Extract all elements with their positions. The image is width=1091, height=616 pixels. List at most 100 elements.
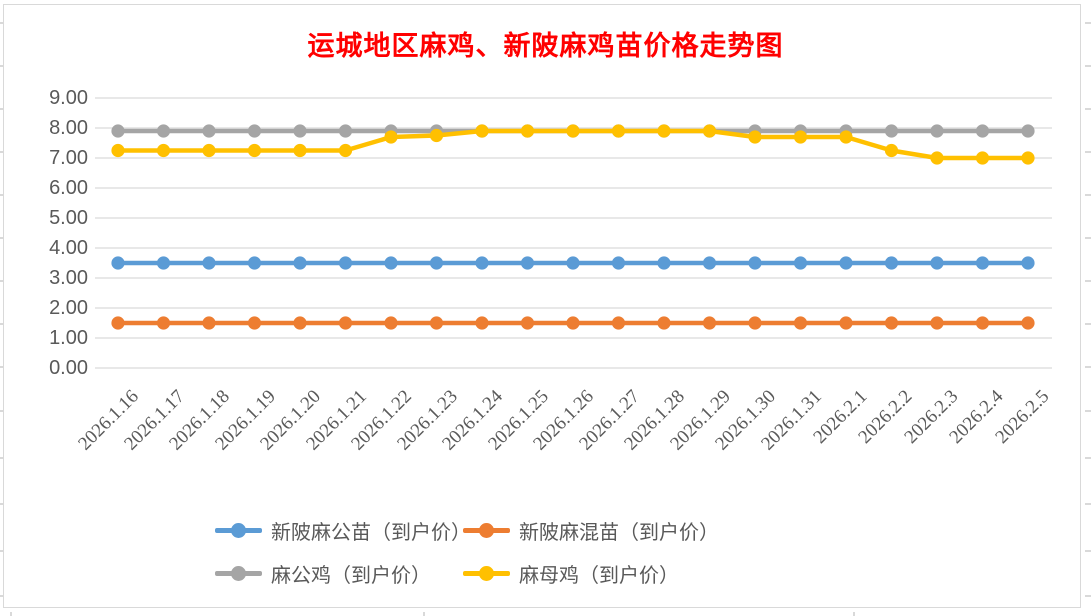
- legend-item-4[interactable]: 麻母鸡（到户价）: [463, 560, 679, 587]
- data-point-marker: [657, 256, 671, 270]
- sheet-row-line: [0, 550, 3, 552]
- sheet-row-line: [1085, 457, 1091, 459]
- y-axis-tick-label: 7.00: [49, 147, 88, 169]
- sheet-row-line: [0, 457, 3, 459]
- data-point-marker: [156, 124, 171, 138]
- data-point-marker: [1021, 124, 1035, 138]
- legend-label: 新陂麻混苗（到户价）: [519, 521, 719, 544]
- data-point-marker: [520, 316, 535, 330]
- data-point-marker: [247, 143, 262, 158]
- data-point-marker: [611, 256, 626, 270]
- y-axis-tick-label: 9.00: [49, 87, 88, 109]
- data-point-marker: [293, 143, 307, 158]
- data-point-marker: [475, 124, 489, 138]
- data-point-marker: [930, 316, 944, 330]
- sheet-column-line: [853, 611, 855, 616]
- chart-title: 运城地区麻鸡、新陂麻鸡苗价格走势图: [307, 31, 784, 61]
- sheet-row-line: [0, 595, 3, 597]
- data-point-marker: [1021, 316, 1035, 330]
- data-point-marker: [111, 256, 125, 270]
- data-point-marker: [793, 130, 808, 144]
- data-point-marker: [475, 316, 489, 330]
- data-point-marker: [156, 316, 171, 330]
- data-point-marker: [247, 256, 262, 270]
- data-point-marker: [156, 256, 171, 270]
- sheet-row-line: [0, 280, 3, 282]
- data-point-marker: [247, 316, 262, 330]
- data-point-marker: [384, 256, 398, 270]
- data-point-marker: [156, 143, 171, 158]
- sheet-column-line: [423, 611, 425, 616]
- y-axis-tick-label: 0.00: [49, 357, 88, 379]
- data-point-marker: [429, 128, 444, 143]
- data-point-marker: [884, 256, 899, 270]
- data-point-marker: [839, 316, 853, 330]
- data-point-marker: [930, 151, 944, 165]
- data-point-marker: [566, 124, 580, 138]
- y-axis-tick-label: 8.00: [49, 117, 88, 139]
- data-point-marker: [566, 256, 580, 270]
- legend-line-marker-icon: [215, 565, 262, 581]
- data-point-marker: [111, 124, 125, 138]
- data-point-marker: [111, 143, 125, 158]
- y-axis-tick-label: 5.00: [49, 207, 88, 229]
- sheet-row-line: [1085, 323, 1091, 325]
- legend-item-1[interactable]: 新陂麻公苗（到户价）: [215, 517, 471, 544]
- legend-item-2[interactable]: 新陂麻混苗（到户价）: [463, 517, 719, 544]
- data-point-marker: [247, 124, 262, 138]
- data-point-marker: [202, 124, 216, 138]
- data-point-marker: [1021, 151, 1035, 165]
- sheet-row-line: [1085, 65, 1091, 67]
- data-point-marker: [111, 316, 125, 330]
- data-point-marker: [702, 316, 717, 330]
- sheet-row-line: [1085, 151, 1091, 153]
- data-point-marker: [884, 143, 899, 158]
- y-axis-tick-label: 1.00: [49, 327, 88, 349]
- sheet-column-line: [10, 611, 12, 616]
- sheet-row-line: [1085, 410, 1091, 412]
- data-point-marker: [657, 124, 671, 138]
- data-point-marker: [975, 316, 990, 330]
- sheet-row-line: [1085, 237, 1091, 239]
- sheet-row-line: [0, 65, 3, 67]
- data-point-marker: [702, 124, 717, 138]
- data-point-marker: [293, 256, 307, 270]
- data-point-marker: [429, 256, 444, 270]
- data-point-marker: [293, 316, 307, 330]
- sheet-row-line: [1085, 550, 1091, 552]
- data-point-marker: [975, 124, 990, 138]
- data-point-marker: [202, 143, 216, 158]
- sheet-row-line: [0, 108, 3, 110]
- data-point-marker: [611, 316, 626, 330]
- sheet-row-line: [1085, 22, 1091, 24]
- sheet-row-line: [0, 151, 3, 153]
- data-point-marker: [429, 316, 444, 330]
- data-point-marker: [884, 124, 899, 138]
- sheet-row-line: [1085, 503, 1091, 505]
- data-point-marker: [975, 256, 990, 270]
- sheet-row-line: [1085, 595, 1091, 597]
- data-point-marker: [611, 124, 626, 138]
- data-point-marker: [748, 316, 762, 330]
- data-point-marker: [338, 256, 353, 270]
- data-point-marker: [839, 130, 853, 144]
- data-point-marker: [975, 151, 990, 165]
- legend-line-marker-icon: [463, 565, 510, 581]
- data-point-marker: [293, 124, 307, 138]
- sheet-row-line: [0, 503, 3, 505]
- data-point-marker: [748, 256, 762, 270]
- data-point-marker: [748, 130, 762, 144]
- data-point-marker: [884, 316, 899, 330]
- data-point-marker: [384, 316, 398, 330]
- sheet-row-line: [1085, 366, 1091, 368]
- sheet-row-line: [0, 194, 3, 196]
- sheet-row-line: [0, 22, 3, 24]
- sheet-row-line: [1085, 280, 1091, 282]
- data-point-marker: [702, 256, 717, 270]
- data-point-marker: [202, 256, 216, 270]
- data-point-marker: [1021, 256, 1035, 270]
- legend-item-3[interactable]: 麻公鸡（到户价）: [215, 560, 431, 587]
- y-axis-tick-label: 3.00: [49, 267, 88, 289]
- chart-canvas[interactable]: [3, 4, 1081, 608]
